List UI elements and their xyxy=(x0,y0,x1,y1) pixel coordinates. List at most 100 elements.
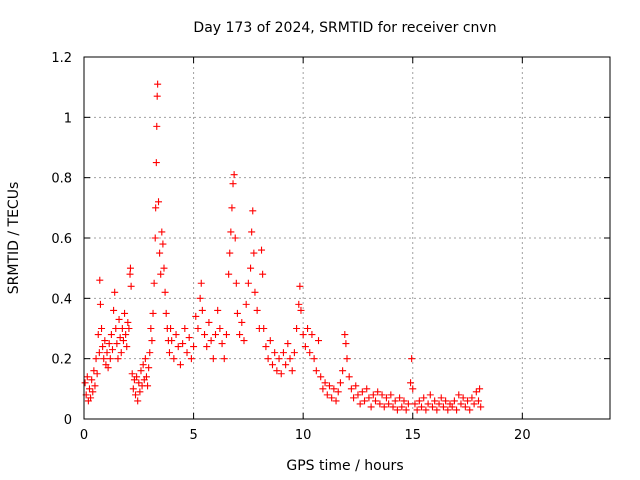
data-point xyxy=(83,373,91,381)
data-point xyxy=(424,400,432,408)
data-point xyxy=(183,349,191,357)
grid xyxy=(84,57,610,419)
data-point xyxy=(380,403,388,411)
data-point xyxy=(150,279,158,287)
x-tick-label: 0 xyxy=(80,428,88,443)
data-point xyxy=(308,331,316,339)
data-point xyxy=(225,270,233,278)
data-point xyxy=(271,349,279,357)
data-point xyxy=(167,325,175,332)
data-point xyxy=(124,318,132,326)
data-point xyxy=(391,397,399,405)
data-point xyxy=(343,355,351,363)
y-tick-label: 0 xyxy=(64,413,72,428)
data-point xyxy=(304,325,312,332)
data-point xyxy=(137,367,145,375)
data-point xyxy=(409,385,417,393)
data-point xyxy=(325,382,333,390)
plot-area-frame xyxy=(83,56,611,420)
data-point xyxy=(122,331,130,339)
data-point xyxy=(358,388,366,396)
data-point xyxy=(448,403,456,411)
data-point xyxy=(160,264,168,272)
data-point xyxy=(356,400,364,408)
data-point xyxy=(374,388,382,396)
data-point xyxy=(439,403,447,411)
data-point xyxy=(158,228,166,236)
data-point xyxy=(168,337,176,345)
data-point xyxy=(258,246,266,254)
data-point xyxy=(155,198,163,206)
data-point xyxy=(214,306,222,314)
data-point xyxy=(89,388,97,396)
data-point xyxy=(321,379,329,387)
data-point xyxy=(250,249,258,257)
data-point xyxy=(152,204,160,212)
data-point xyxy=(92,355,100,363)
data-point xyxy=(146,349,154,357)
data-point xyxy=(203,343,211,351)
x-tick-label: 10 xyxy=(295,428,312,443)
data-point xyxy=(328,394,336,402)
data-point xyxy=(341,331,349,339)
data-point xyxy=(227,228,235,236)
data-point xyxy=(268,361,276,369)
data-point xyxy=(415,397,423,405)
data-point xyxy=(477,403,485,411)
data-point xyxy=(94,331,102,339)
data-point xyxy=(293,325,301,332)
data-point xyxy=(205,318,213,326)
data-point xyxy=(361,397,369,405)
data-point xyxy=(275,355,283,363)
data-point xyxy=(476,385,484,393)
data-point xyxy=(404,400,412,408)
data-point xyxy=(148,337,156,345)
data-point xyxy=(249,207,257,215)
data-point xyxy=(400,397,408,405)
data-point xyxy=(115,315,123,323)
data-point xyxy=(153,122,161,130)
data-point xyxy=(444,406,452,414)
data-point xyxy=(103,349,111,357)
data-point xyxy=(126,264,134,272)
data-point xyxy=(393,406,401,414)
data-point xyxy=(310,355,318,363)
data-point xyxy=(179,340,187,348)
data-point xyxy=(176,361,184,369)
data-point xyxy=(277,370,285,378)
data-point xyxy=(408,355,416,363)
data-point xyxy=(141,355,149,363)
data-point xyxy=(442,397,450,405)
data-point xyxy=(207,337,215,345)
data-point xyxy=(133,373,141,381)
y-tick-label: 1 xyxy=(64,111,72,126)
data-point xyxy=(354,391,362,399)
x-tick-label: 15 xyxy=(404,428,421,443)
y-tick-label: 0.8 xyxy=(51,172,72,187)
data-point xyxy=(181,325,189,332)
data-point xyxy=(306,349,314,357)
x-axis: 0 5 10 15 20 xyxy=(80,57,531,443)
data-point xyxy=(154,80,162,88)
data-point xyxy=(228,204,236,212)
data-point xyxy=(128,370,136,378)
data-point xyxy=(251,288,259,296)
data-point xyxy=(385,400,393,408)
data-point xyxy=(159,240,167,248)
data-point xyxy=(371,397,379,405)
data-point xyxy=(382,394,390,402)
data-point xyxy=(170,355,178,363)
data-point xyxy=(464,397,472,405)
data-point xyxy=(295,300,303,308)
data-point xyxy=(398,403,406,411)
data-point xyxy=(99,343,107,351)
data-point xyxy=(152,159,160,167)
data-point xyxy=(117,349,125,357)
data-point xyxy=(363,385,371,393)
data-point xyxy=(220,355,228,363)
data-point xyxy=(107,331,115,339)
data-point xyxy=(248,228,256,236)
x-tick-label: 5 xyxy=(189,428,197,443)
data-point xyxy=(472,388,480,396)
